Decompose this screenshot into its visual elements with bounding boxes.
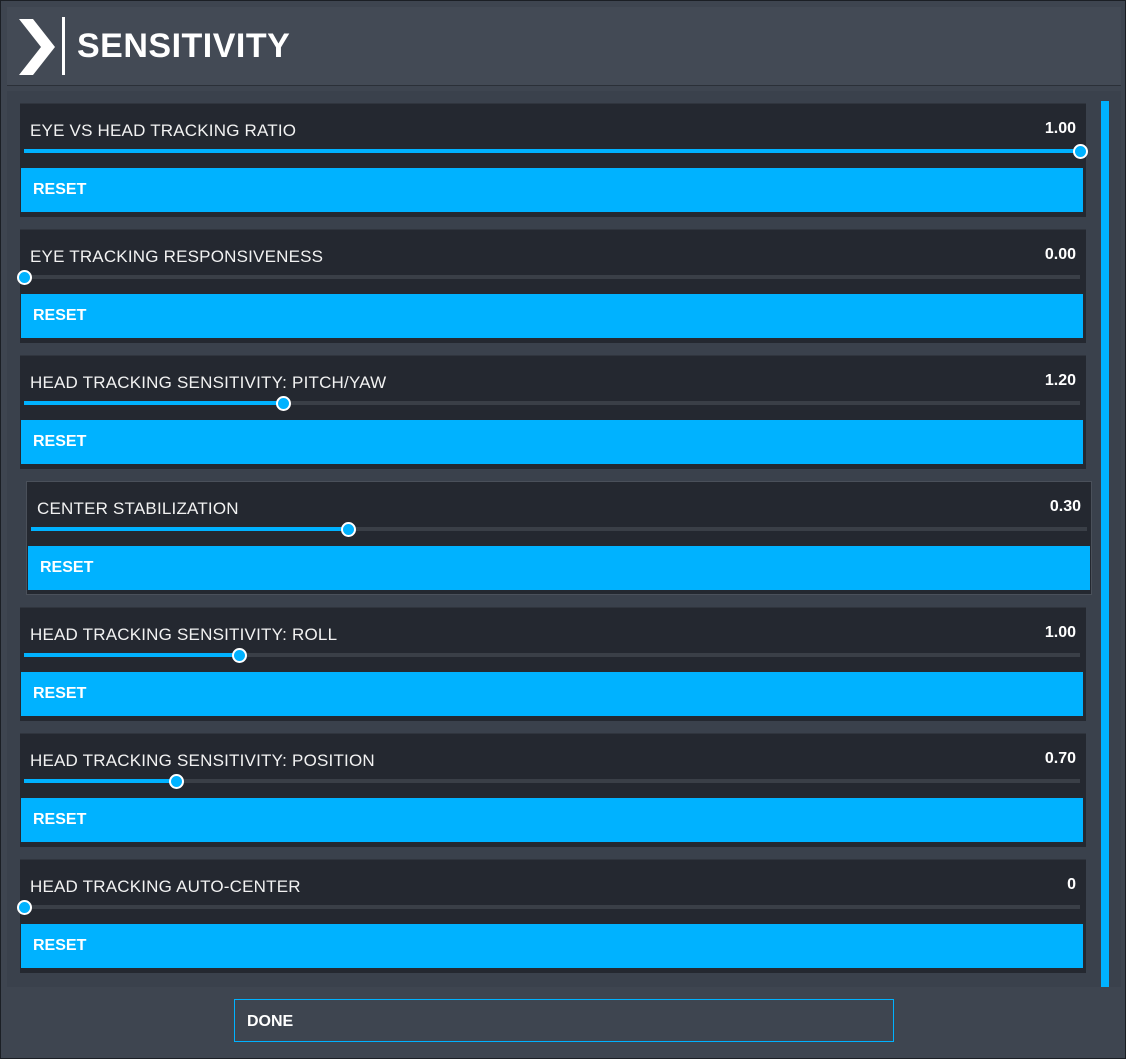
chevron-right-icon [19, 19, 55, 75]
setting-label: EYE TRACKING RESPONSIVENESS [30, 247, 324, 266]
slider-thumb[interactable] [1073, 144, 1088, 159]
slider-fill [24, 401, 283, 405]
header-divider [62, 17, 65, 75]
slider-fill [31, 527, 348, 531]
slider-track [24, 779, 1080, 783]
setting-value: 0.00 [1044, 246, 1076, 263]
setting-label: HEAD TRACKING SENSITIVITY: ROLL [30, 625, 338, 644]
reset-button[interactable]: RESET [21, 672, 1083, 716]
eye-vs-head-ratio-slider[interactable] [24, 144, 1088, 159]
slider-thumb[interactable] [169, 774, 185, 789]
setting-value: 0 [1067, 876, 1076, 893]
setting-eye-tracking-responsiveness: EYE TRACKING RESPONSIVENESS 0.00 RESET [17, 229, 1086, 343]
setting-pitch-yaw-sensitivity: HEAD TRACKING SENSITIVITY: PITCH/YAW 1.2… [20, 355, 1086, 469]
slider-fill [24, 149, 1080, 153]
reset-button[interactable]: RESET [28, 546, 1090, 590]
scrollbar[interactable] [1101, 101, 1109, 987]
pitch-yaw-sensitivity-slider[interactable] [24, 396, 1080, 411]
setting-value: 1.00 [1044, 624, 1076, 641]
done-button[interactable]: DONE [234, 999, 894, 1042]
setting-eye-vs-head-ratio: EYE VS HEAD TRACKING RATIO 1.00 RESET [20, 103, 1088, 217]
slider-thumb[interactable] [275, 396, 291, 411]
slider-thumb[interactable] [17, 270, 32, 285]
page-title: SENSITIVITY [77, 27, 291, 65]
setting-label: HEAD TRACKING SENSITIVITY: PITCH/YAW [30, 373, 387, 392]
setting-value: 0.30 [1049, 498, 1081, 515]
slider-thumb[interactable] [232, 648, 248, 663]
reset-button[interactable]: RESET [21, 168, 1083, 212]
auto-center-slider[interactable] [17, 900, 1080, 915]
reset-button[interactable]: RESET [21, 294, 1083, 338]
roll-sensitivity-slider[interactable] [24, 648, 1080, 663]
reset-button[interactable]: RESET [21, 420, 1083, 464]
setting-label: EYE VS HEAD TRACKING RATIO [30, 121, 297, 140]
slider-thumb[interactable] [340, 522, 356, 537]
slider-track [24, 275, 1080, 279]
setting-center-stabilization: CENTER STABILIZATION 0.30 RESET [26, 481, 1092, 595]
setting-label: CENTER STABILIZATION [37, 499, 239, 518]
slider-fill [24, 653, 240, 657]
slider-thumb[interactable] [17, 900, 32, 915]
setting-value: 0.70 [1044, 750, 1076, 767]
slider-track [31, 527, 1087, 531]
position-sensitivity-slider[interactable] [24, 774, 1080, 789]
setting-label: HEAD TRACKING SENSITIVITY: POSITION [30, 751, 375, 770]
setting-label: HEAD TRACKING AUTO-CENTER [30, 877, 301, 896]
setting-auto-center: HEAD TRACKING AUTO-CENTER 0 RESET [17, 859, 1086, 973]
reset-button[interactable]: RESET [21, 924, 1083, 968]
header-bar: SENSITIVITY [7, 7, 1121, 86]
slider-track [24, 653, 1080, 657]
setting-position-sensitivity: HEAD TRACKING SENSITIVITY: POSITION 0.70… [20, 733, 1086, 847]
center-stabilization-slider[interactable] [31, 522, 1087, 537]
setting-value: 1.00 [1044, 120, 1076, 137]
slider-fill [24, 779, 177, 783]
setting-roll-sensitivity: HEAD TRACKING SENSITIVITY: ROLL 1.00 RES… [20, 607, 1086, 721]
eye-tracking-responsiveness-slider[interactable] [17, 270, 1080, 285]
setting-value: 1.20 [1044, 372, 1076, 389]
settings-list: EYE VS HEAD TRACKING RATIO 1.00 RESET EY… [7, 91, 1121, 987]
slider-track [24, 905, 1080, 909]
slider-track [24, 401, 1080, 405]
reset-button[interactable]: RESET [21, 798, 1083, 842]
